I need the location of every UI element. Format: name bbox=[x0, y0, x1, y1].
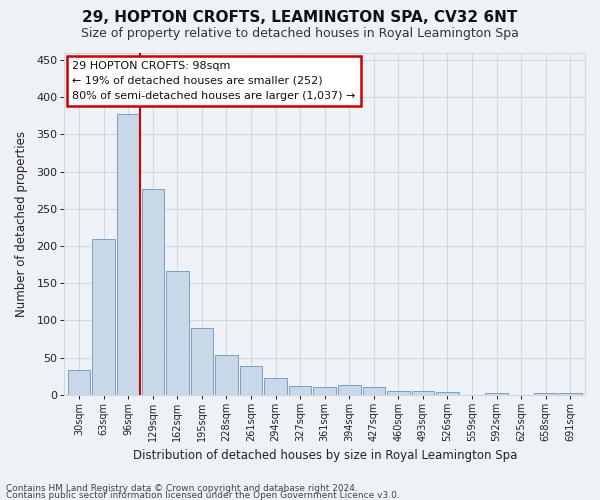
Bar bbox=[362, 388, 385, 395]
Bar bbox=[142, 190, 164, 395]
Bar bbox=[92, 238, 115, 395]
Bar bbox=[559, 392, 581, 395]
Bar bbox=[436, 392, 459, 395]
Bar bbox=[535, 392, 557, 395]
Bar bbox=[215, 356, 238, 395]
Bar bbox=[387, 391, 410, 395]
Text: 29, HOPTON CROFTS, LEAMINGTON SPA, CV32 6NT: 29, HOPTON CROFTS, LEAMINGTON SPA, CV32 … bbox=[82, 10, 518, 25]
Bar bbox=[338, 385, 361, 395]
Bar bbox=[485, 392, 508, 395]
X-axis label: Distribution of detached houses by size in Royal Leamington Spa: Distribution of detached houses by size … bbox=[133, 450, 517, 462]
Bar bbox=[264, 378, 287, 395]
Bar bbox=[68, 370, 91, 395]
Text: Contains HM Land Registry data © Crown copyright and database right 2024.: Contains HM Land Registry data © Crown c… bbox=[6, 484, 358, 493]
Text: Contains public sector information licensed under the Open Government Licence v3: Contains public sector information licen… bbox=[6, 491, 400, 500]
Bar bbox=[117, 114, 140, 395]
Bar bbox=[412, 391, 434, 395]
Text: Size of property relative to detached houses in Royal Leamington Spa: Size of property relative to detached ho… bbox=[81, 28, 519, 40]
Bar bbox=[240, 366, 262, 395]
Bar bbox=[191, 328, 213, 395]
Bar bbox=[289, 386, 311, 395]
Text: 29 HOPTON CROFTS: 98sqm
← 19% of detached houses are smaller (252)
80% of semi-d: 29 HOPTON CROFTS: 98sqm ← 19% of detache… bbox=[72, 61, 356, 100]
Y-axis label: Number of detached properties: Number of detached properties bbox=[15, 130, 28, 316]
Bar bbox=[166, 270, 188, 395]
Bar bbox=[313, 388, 336, 395]
